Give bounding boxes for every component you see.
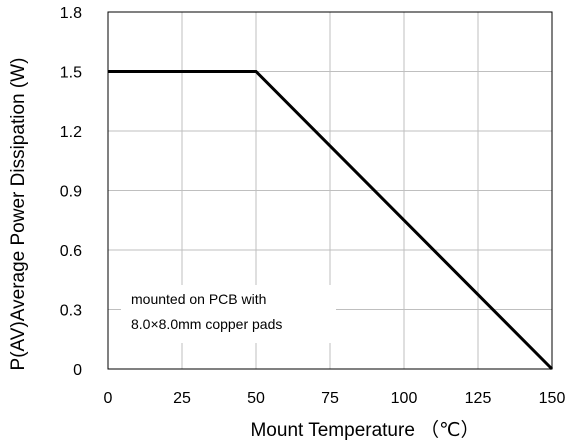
x-tick-label: 0 [104,390,113,407]
y-tick-label: 0.3 [60,303,82,320]
plot-frame [107,11,553,370]
x-axis-title: Mount Temperature （℃） [250,419,479,441]
x-tick-label: 50 [247,390,265,407]
series-line [108,70,554,371]
annotation-box [121,285,336,343]
x-tick-label: 150 [539,390,566,407]
y-axis-title: P(AV)Average Power Dissipation (W) [8,58,29,371]
x-tick-labels: 0 25 50 75 100 125 150 [104,390,566,407]
y-tick-label: 0.9 [60,184,82,201]
annotation-line-2: 8.0×8.0mm copper pads [131,316,282,332]
x-tick-label: 100 [391,390,418,407]
y-tick-labels: 0 0.3 0.6 0.9 1.2 1.5 1.8 [60,5,82,379]
series-layer [108,70,554,371]
x-tick-label: 125 [465,390,492,407]
annotation-line-1: mounted on PCB with [131,291,266,307]
y-tick-label: 1.2 [60,124,82,141]
y-tick-label: 0 [73,362,82,379]
y-tick-label: 1.5 [60,65,82,82]
x-tick-label: 75 [321,390,339,407]
x-tick-label: 25 [173,390,191,407]
y-tick-label: 0.6 [60,243,82,260]
y-tick-label: 1.8 [60,5,82,22]
